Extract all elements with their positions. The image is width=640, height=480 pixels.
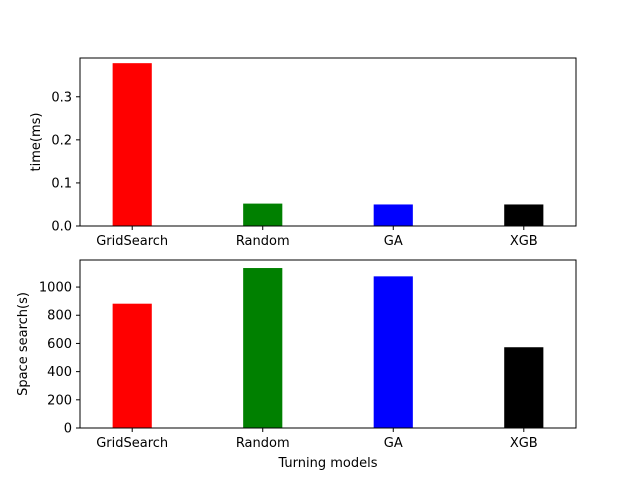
time-y-tick-label: 0.3 [51,90,72,105]
space-search-y-axis-label: Space search(s) [16,292,31,396]
space-search-x-ticks: GridSearch Random GA XGB [96,428,538,451]
space-search-bar-xgb [504,347,544,428]
time-x-tick-label: GA [384,234,403,249]
space-search-bars [112,268,544,428]
space-search-plot-frame [79,259,577,429]
time-y-ticks: 0.0 0.1 0.2 0.3 [51,90,80,235]
time-y-axis-label: time(ms) [29,113,44,172]
time-x-tick-label: GridSearch [96,234,168,249]
space-search-y-tick-label: 800 [47,309,72,324]
time-y-tick-label: 0.1 [51,176,72,191]
time-bar-ga [373,204,413,226]
space-search-x-tick-label: GridSearch [96,436,168,451]
space-search-y-tick-label: 200 [47,393,72,408]
time-x-ticks: GridSearch Random GA XGB [96,226,538,249]
time-bar-xgb [504,204,544,226]
time-y-tick-label: 0.0 [51,220,72,235]
time-bars [112,63,544,226]
time-x-tick-label: Random [236,234,290,249]
space-search-y-ticks: 0 200 400 600 800 1000 [39,281,80,437]
time-chart: 0.0 0.1 0.2 0.3 GridSearch Random GA XGB time(… [29,57,577,249]
space-search-x-tick-label: Random [236,436,290,451]
space-search-y-tick-label: 400 [47,365,72,380]
time-bar-random [243,203,283,226]
space-search-y-tick-label: 600 [47,337,72,352]
time-y-tick-label: 0.2 [51,133,72,148]
time-plot-frame [79,57,577,227]
space-search-bar-random [243,268,283,428]
space-search-x-axis-label: Turning models [277,456,377,471]
time-bar-gridsearch [112,63,152,226]
time-x-tick-label: XGB [510,234,538,249]
space-search-y-tick-label: 0 [64,422,72,437]
space-search-bar-ga [373,276,413,428]
space-search-y-tick-label: 1000 [39,281,72,296]
space-search-bar-gridsearch [112,303,152,428]
space-search-x-tick-label: XGB [510,436,538,451]
space-search-x-tick-label: GA [384,436,403,451]
